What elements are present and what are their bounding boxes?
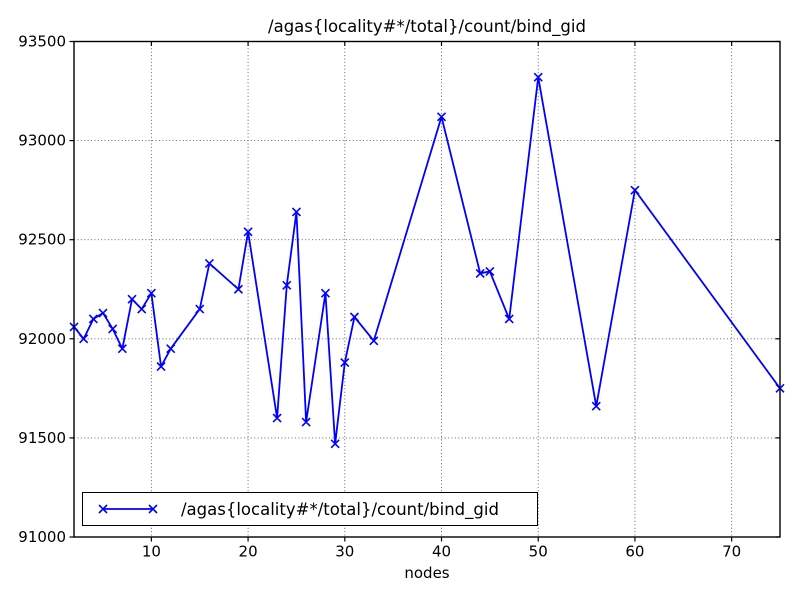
axes-frame	[73, 40, 781, 538]
data-series	[69, 72, 785, 449]
legend: /agas{locality#*/total}/count/bind_gid	[82, 492, 538, 526]
tick-marks	[69, 40, 780, 542]
x-tick-label: 70	[722, 543, 741, 561]
x-tick-label: 40	[432, 543, 451, 561]
x-tick-label: 60	[625, 543, 644, 561]
y-tick-label: 91500	[18, 429, 66, 447]
legend-line-sample-icon	[98, 504, 158, 514]
gridlines	[74, 41, 780, 537]
data-point-markers	[69, 72, 785, 449]
y-tick-label: 93500	[18, 33, 66, 51]
data-line	[73, 76, 781, 445]
y-tick-label: 92500	[18, 231, 66, 249]
y-tick-label: 91000	[18, 528, 66, 546]
y-tick-label: 93000	[18, 132, 66, 150]
x-tick-label: 30	[335, 543, 354, 561]
tick-labels: 10 20 30 40 50 60 70 91000 91500 92000 92500 93000 9…	[18, 33, 741, 561]
legend-sample-marker	[148, 504, 158, 514]
x-tick-label: 20	[239, 543, 258, 561]
plot-border	[73, 40, 781, 538]
x-axis-label: nodes	[404, 564, 450, 582]
chart-title: /agas{locality#*/total}/count/bind_gid	[268, 17, 586, 36]
legend-sample-marker	[98, 504, 108, 514]
x-tick-label: 10	[142, 543, 161, 561]
y-tick-label: 92000	[18, 330, 66, 348]
x-tick-label: 50	[529, 543, 548, 561]
legend-label: /agas{locality#*/total}/count/bind_gid	[181, 499, 499, 519]
